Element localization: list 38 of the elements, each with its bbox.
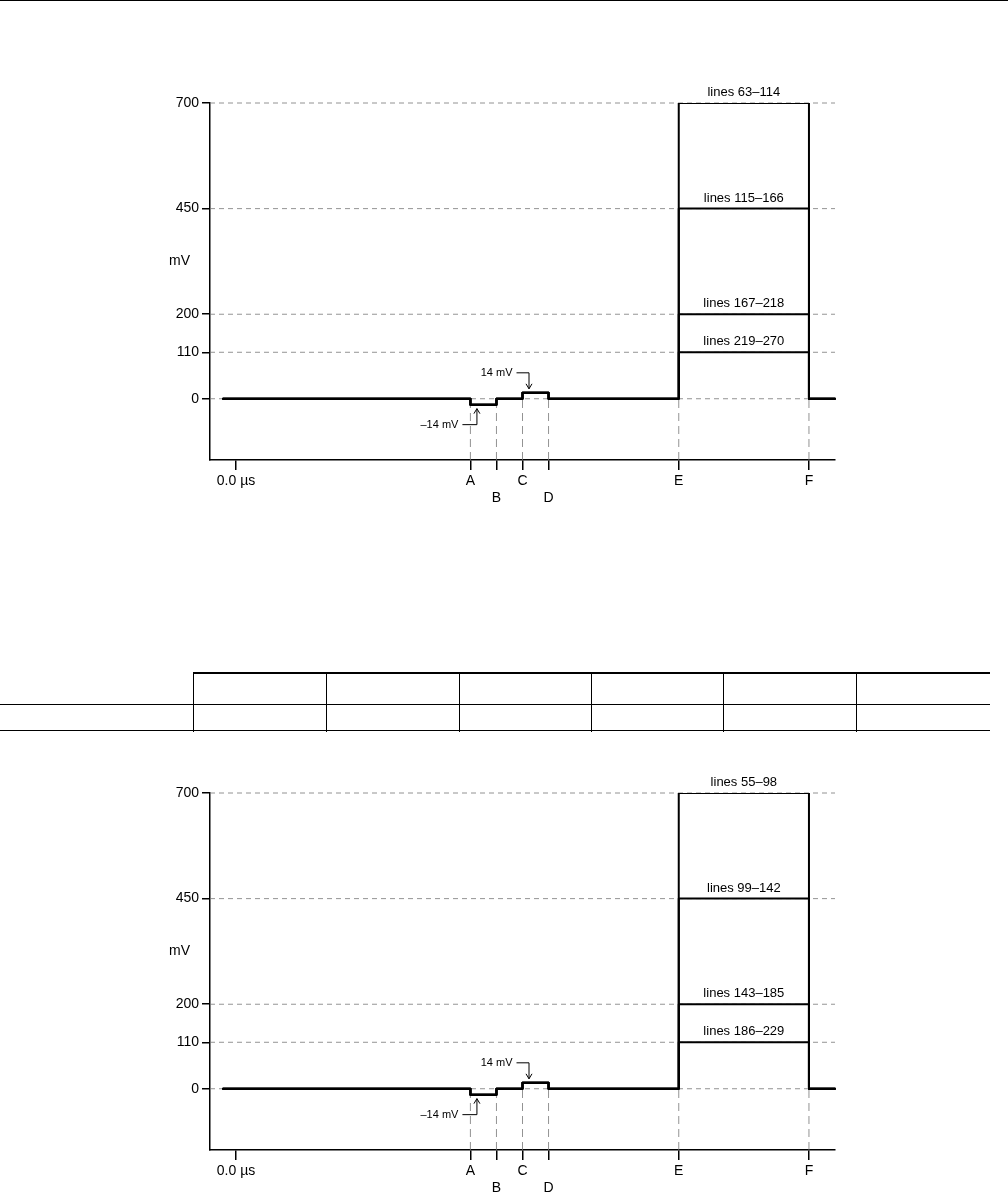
x-tick-label: E: [674, 1162, 684, 1179]
series-label: lines 167–218: [703, 295, 785, 311]
x-tick-label: 0.0 µs: [216, 472, 256, 489]
series-label: lines 99–142: [706, 879, 781, 895]
y-tick-label: 0: [191, 389, 200, 406]
x-tick-label: C: [517, 1162, 528, 1179]
series-label: lines 219–270: [703, 333, 785, 349]
series-label: lines 186–229: [703, 1023, 785, 1039]
x-tick-label: A: [465, 1162, 476, 1179]
x-tick-label: B: [491, 1179, 502, 1196]
y-axis-title: mV: [169, 252, 191, 269]
y-tick-label: 0: [191, 1079, 200, 1096]
series-label: lines 115–166: [703, 189, 784, 205]
y-tick-label: 200: [175, 305, 200, 322]
x-tick-label: A: [465, 472, 476, 489]
x-tick-label: D: [543, 489, 554, 506]
y-tick-label: 450: [175, 889, 200, 906]
y-tick-label: 450: [175, 199, 200, 216]
y-tick-label: 200: [175, 995, 200, 1012]
x-tick-label: B: [491, 489, 502, 506]
annotation: –14 mV: [420, 417, 460, 430]
annotation: 14 mV: [480, 1055, 514, 1068]
x-tick-label: 0.0 µs: [216, 1162, 256, 1179]
y-tick-label: 700: [175, 93, 200, 110]
x-tick-label: C: [517, 472, 528, 489]
series-label: lines 143–185: [703, 985, 785, 1001]
series-label: lines 63–114: [707, 84, 781, 100]
series-label: lines 55–98: [710, 774, 778, 790]
x-tick-label: D: [543, 1179, 554, 1196]
annotation: 14 mV: [480, 365, 514, 378]
x-tick-label: F: [804, 472, 814, 489]
x-tick-label: F: [804, 1162, 814, 1179]
y-tick-label: 110: [176, 1033, 200, 1050]
y-axis-title: mV: [169, 942, 191, 959]
annotation: –14 mV: [420, 1107, 460, 1120]
x-tick-label: E: [674, 472, 684, 489]
y-tick-label: 700: [175, 783, 200, 800]
y-tick-label: 110: [176, 343, 200, 360]
